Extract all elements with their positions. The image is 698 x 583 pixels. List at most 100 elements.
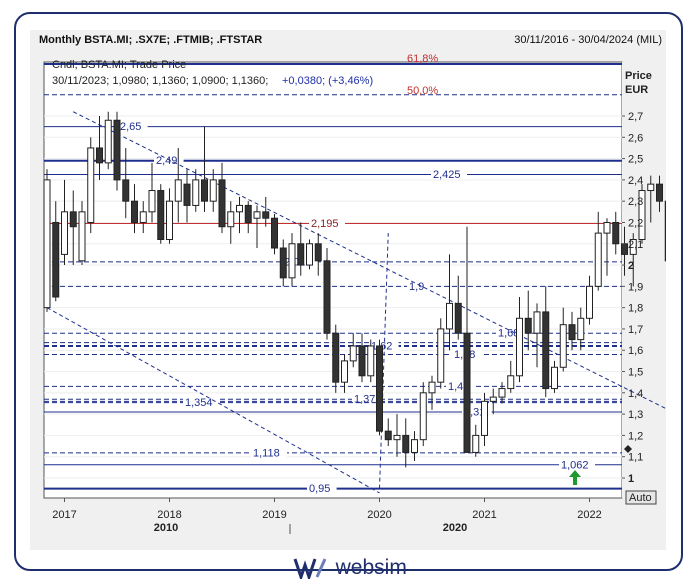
candle[interactable] [271,217,278,249]
candle[interactable] [551,366,558,390]
candle[interactable] [227,211,235,228]
candle[interactable] [288,243,296,279]
y-tick-label: 2,6 [628,132,643,144]
candle[interactable] [542,311,550,390]
candle[interactable] [367,345,375,377]
candle[interactable] [358,345,366,377]
candle[interactable] [122,179,130,202]
candle[interactable] [52,221,60,298]
candle[interactable] [489,396,497,402]
trendline[interactable] [379,233,389,489]
candle[interactable] [323,260,331,334]
candle[interactable] [568,324,576,341]
candle[interactable] [78,211,86,262]
candle[interactable] [656,183,663,202]
candle[interactable] [157,190,165,241]
candle[interactable] [297,243,305,266]
y-tick-label: 2,5 [628,154,643,166]
candle[interactable] [113,119,121,181]
candle[interactable] [376,345,383,432]
candle[interactable] [629,239,637,255]
candle[interactable] [61,211,68,255]
x-sublabel: 2010 [154,522,178,534]
candle[interactable] [139,211,147,223]
candle[interactable] [621,243,628,255]
level-label-bg [309,216,345,229]
candle[interactable] [559,324,567,368]
level-label-bg [183,395,219,408]
candle[interactable] [236,204,243,213]
candle[interactable] [577,317,585,341]
candle[interactable] [402,434,410,453]
candle[interactable] [262,211,270,219]
candle[interactable] [148,190,156,213]
candle[interactable] [341,360,348,383]
candle[interactable] [594,232,602,287]
candle[interactable] [419,392,427,441]
candle[interactable] [209,179,217,202]
candle[interactable] [411,439,418,453]
candle[interactable] [166,200,173,241]
candle[interactable] [638,190,646,241]
level-label: 2,49 [156,155,177,167]
candle[interactable] [306,243,313,266]
chart-svg[interactable]: 2,652,492,4252,1952,0151,91,681,621,581,… [30,30,666,550]
y-tick-label: 1,3 [628,409,643,421]
x-tick-label: 2019 [262,509,286,521]
candle[interactable] [244,204,252,223]
y-axis-title: Price [625,70,652,82]
level-label: 1,9 [409,281,424,293]
candle[interactable] [96,147,103,164]
candle[interactable] [603,221,611,234]
candle[interactable] [437,328,445,383]
candle[interactable] [87,147,95,223]
candle[interactable] [612,221,620,245]
last-price-marker-icon [624,445,632,454]
candle[interactable] [183,183,191,206]
candle[interactable] [43,179,51,309]
candle[interactable] [393,434,401,441]
candle[interactable] [533,311,541,334]
x-tick-label: 2018 [157,509,181,521]
candle[interactable] [279,247,287,279]
candle[interactable] [454,302,462,334]
candle[interactable] [516,317,523,377]
candle[interactable] [332,332,340,383]
candle[interactable] [349,345,357,362]
info-ohlc: 30/11/2023; 1,0980; 1,1360; 1,0900; 1,13… [52,75,268,87]
level-label-bg [251,445,287,458]
candle[interactable] [69,211,77,228]
trendline[interactable] [46,307,380,494]
x-sublabel: 2020 [443,522,467,534]
fib-label: 50,0% [407,85,438,97]
green-arrow-icon [569,470,581,485]
candle[interactable] [104,119,112,164]
candle[interactable] [428,381,436,394]
candle[interactable] [218,179,226,228]
candle[interactable] [174,179,182,202]
auto-scale-button[interactable] [625,490,657,505]
candle[interactable] [446,302,453,330]
candle[interactable] [192,179,200,206]
candle[interactable] [498,388,506,398]
websim-mark-icon [293,558,327,582]
candle[interactable] [314,243,322,262]
plot-area[interactable] [43,61,623,499]
candle[interactable] [507,375,515,390]
candle[interactable] [524,317,532,334]
date-range: 30/11/2016 - 30/04/2024 (MIL) [514,34,662,46]
candle[interactable] [131,200,138,223]
fib-label: 61,8% [407,53,438,65]
candle[interactable] [586,285,593,319]
websim-logo[interactable]: websim [0,556,698,582]
y-tick-label: 2,3 [628,196,643,208]
candle[interactable] [463,332,471,453]
candle[interactable] [201,179,208,202]
candle[interactable] [253,211,261,219]
candle[interactable] [472,434,480,453]
candle[interactable] [481,400,488,436]
candle[interactable] [647,183,655,192]
level-label: 2,65 [120,121,141,133]
candle[interactable] [664,200,666,262]
candle[interactable] [384,430,392,441]
